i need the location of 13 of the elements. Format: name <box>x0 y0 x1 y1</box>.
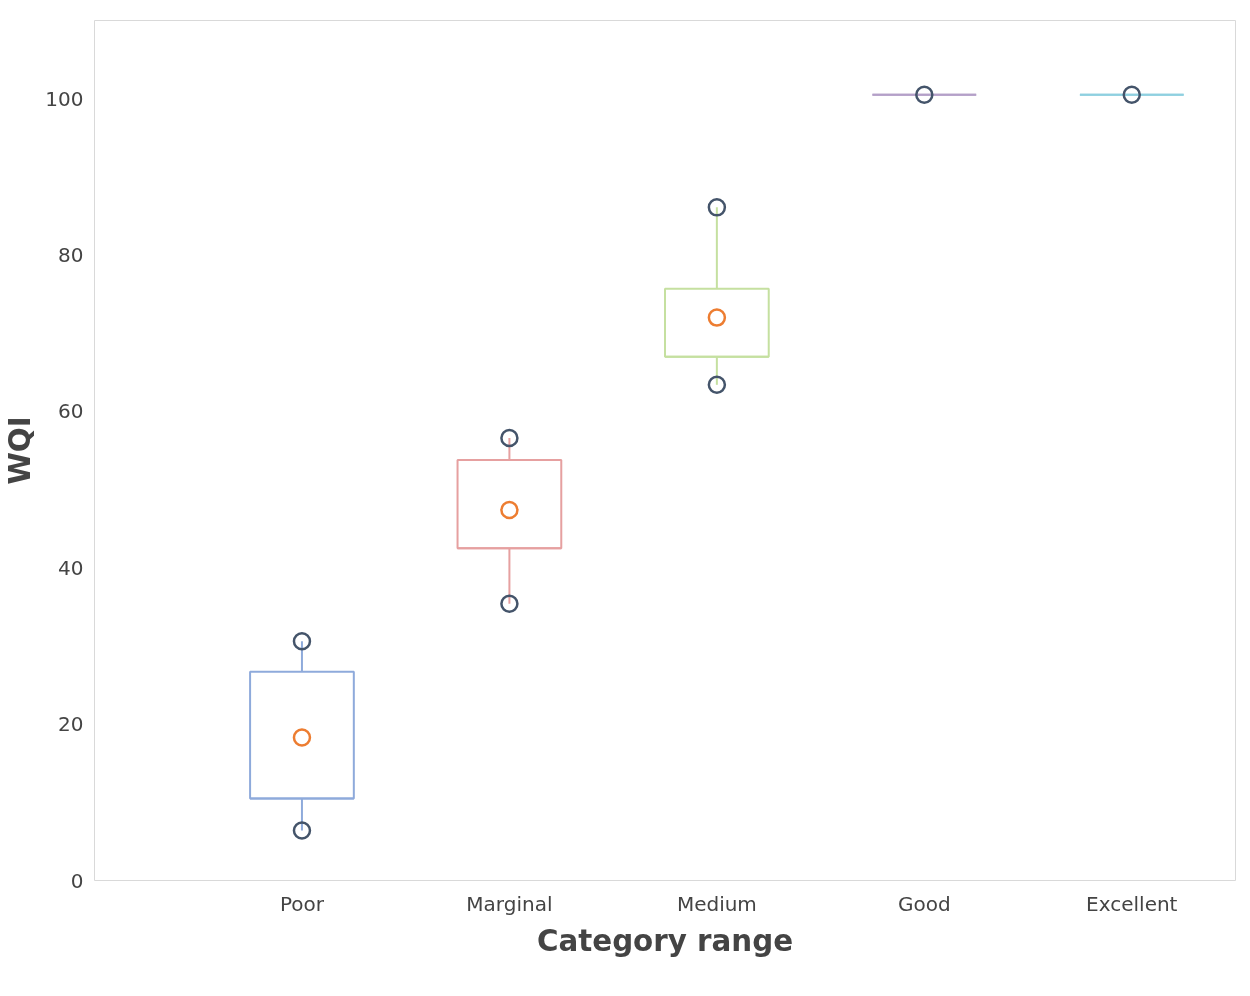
y-axis-title: WQI <box>3 416 38 485</box>
y-tick-label: 100 <box>45 86 84 111</box>
x-tick-label: Marginal <box>466 891 553 916</box>
x-tick-label: Excellent <box>1086 891 1178 916</box>
y-tick-label: 20 <box>58 712 84 737</box>
x-tick-label: Poor <box>279 891 325 916</box>
x-tick-label: Good <box>897 891 951 916</box>
y-tick-label: 40 <box>58 555 84 580</box>
y-tick-label: 0 <box>70 868 84 893</box>
x-axis-title: Category range <box>536 923 794 958</box>
y-tick-label: 60 <box>58 399 84 424</box>
x-tick-label: Medium <box>676 891 757 916</box>
y-tick-label: 80 <box>58 243 84 268</box>
